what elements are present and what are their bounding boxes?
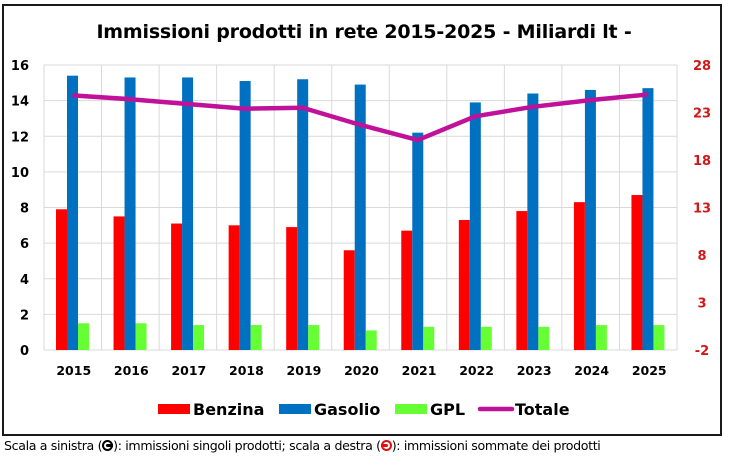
bar-gasolio-2025 bbox=[642, 88, 654, 350]
bar-gasolio-2017 bbox=[182, 77, 194, 350]
y-left-tick-label: 4 bbox=[20, 273, 29, 288]
y-right-tick-label: 23 bbox=[693, 107, 711, 122]
chart-caption: Scala a sinistra ( ): immissioni singoli … bbox=[4, 438, 601, 453]
legend: Benzina Gasolio GPL Totale bbox=[158, 400, 570, 419]
y-left-tick-label: 12 bbox=[11, 130, 29, 145]
legend-label-gpl: GPL bbox=[430, 400, 465, 419]
y-right-tick-label: 28 bbox=[693, 59, 711, 74]
bar-gpl-2017 bbox=[193, 325, 205, 350]
y-right-tick-label: 18 bbox=[693, 154, 711, 169]
legend-label-benzina: Benzina bbox=[193, 400, 264, 419]
bar-gpl-2016 bbox=[135, 323, 147, 350]
y-right-tick-label: 13 bbox=[693, 202, 711, 217]
bar-gasolio-2019 bbox=[297, 79, 309, 350]
legend-label-totale: Totale bbox=[515, 400, 570, 419]
bar-gpl-2023 bbox=[538, 326, 550, 350]
x-tick-label: 2024 bbox=[574, 363, 609, 378]
legend-label-gasolio: Gasolio bbox=[314, 400, 380, 419]
bar-gpl-2018 bbox=[250, 325, 262, 350]
y-axis-left: 0 2 4 6 8 10 12 14 16 bbox=[11, 59, 29, 359]
bar-gasolio-2021 bbox=[412, 132, 424, 350]
bar-benzina-2024 bbox=[573, 202, 585, 350]
y-left-tick-label: 10 bbox=[11, 166, 29, 181]
y-left-tick-label: 0 bbox=[20, 344, 29, 359]
bar-benzina-2023 bbox=[516, 211, 528, 350]
caption-text-1: Scala a sinistra ( bbox=[4, 438, 103, 453]
y-left-tick-label: 16 bbox=[11, 59, 29, 74]
gridlines bbox=[43, 64, 678, 351]
y-left-tick-label: 2 bbox=[20, 308, 29, 323]
right-arrow-circle-icon bbox=[380, 440, 392, 451]
bar-gasolio-2015 bbox=[67, 75, 78, 350]
bar-gasolio-2022 bbox=[469, 102, 481, 350]
x-axis: 2015 2016 2017 2018 2019 2020 2021 2022 2023 2024… bbox=[56, 363, 666, 378]
bar-gasolio-2024 bbox=[584, 89, 596, 350]
x-tick-label: 2022 bbox=[459, 363, 494, 378]
x-tick-label: 2019 bbox=[287, 363, 322, 378]
x-tick-label: 2015 bbox=[56, 363, 91, 378]
bar-gpl-2020 bbox=[365, 330, 377, 350]
chart-title: Immissioni prodotti in rete 2015-2025 - … bbox=[96, 21, 631, 43]
y-right-tick-label: 8 bbox=[697, 249, 706, 264]
bar-gasolio-2023 bbox=[527, 93, 539, 350]
x-tick-label: 2021 bbox=[402, 363, 437, 378]
bar-benzina-2019 bbox=[286, 227, 298, 350]
legend-swatch-gasolio bbox=[279, 404, 311, 414]
bar-gpl-2025 bbox=[653, 325, 665, 350]
left-arrow-circle-icon bbox=[102, 440, 114, 451]
bar-benzina-2022 bbox=[458, 219, 470, 350]
totale-line-group bbox=[72, 92, 649, 143]
legend-swatch-benzina bbox=[158, 404, 190, 414]
bar-benzina-2020 bbox=[343, 250, 355, 350]
y-left-tick-label: 8 bbox=[20, 202, 29, 217]
x-tick-label: 2020 bbox=[344, 363, 379, 378]
bar-benzina-2017 bbox=[171, 223, 183, 350]
bar-gpl-2021 bbox=[423, 326, 435, 350]
bar-gpl-2019 bbox=[308, 325, 320, 350]
chart: Immissioni prodotti in rete 2015-2025 - … bbox=[11, 21, 711, 419]
bar-benzina-2025 bbox=[631, 195, 643, 350]
bar-benzina-2016 bbox=[113, 216, 125, 350]
y-left-tick-label: 14 bbox=[11, 95, 29, 110]
y-axis-right: -2 3 8 13 18 23 28 bbox=[693, 59, 711, 359]
x-tick-label: 2025 bbox=[632, 363, 667, 378]
x-tick-label: 2018 bbox=[229, 363, 264, 378]
x-tick-label: 2017 bbox=[171, 363, 206, 378]
caption-text-2: ): immissioni singoli prodotti; scala a … bbox=[113, 438, 381, 453]
x-tick-label: 2016 bbox=[114, 363, 149, 378]
bar-gpl-2022 bbox=[480, 326, 492, 350]
y-right-tick-label: -2 bbox=[695, 344, 709, 359]
bar-gasolio-2020 bbox=[354, 84, 366, 350]
x-tick-label: 2023 bbox=[517, 363, 552, 378]
bars bbox=[56, 75, 665, 350]
y-right-tick-label: 3 bbox=[697, 297, 706, 312]
bar-gasolio-2018 bbox=[239, 81, 251, 350]
caption-text-3: ): immissioni sommate dei prodotti bbox=[391, 438, 601, 453]
legend-swatch-gpl bbox=[395, 404, 427, 414]
bar-benzina-2018 bbox=[228, 225, 240, 350]
bar-gasolio-2016 bbox=[124, 77, 136, 350]
bar-benzina-2015 bbox=[56, 209, 67, 350]
y-left-tick-label: 6 bbox=[20, 237, 29, 252]
bar-benzina-2021 bbox=[401, 230, 413, 350]
bar-gpl-2024 bbox=[595, 325, 607, 350]
bar-gpl-2015 bbox=[78, 323, 89, 350]
